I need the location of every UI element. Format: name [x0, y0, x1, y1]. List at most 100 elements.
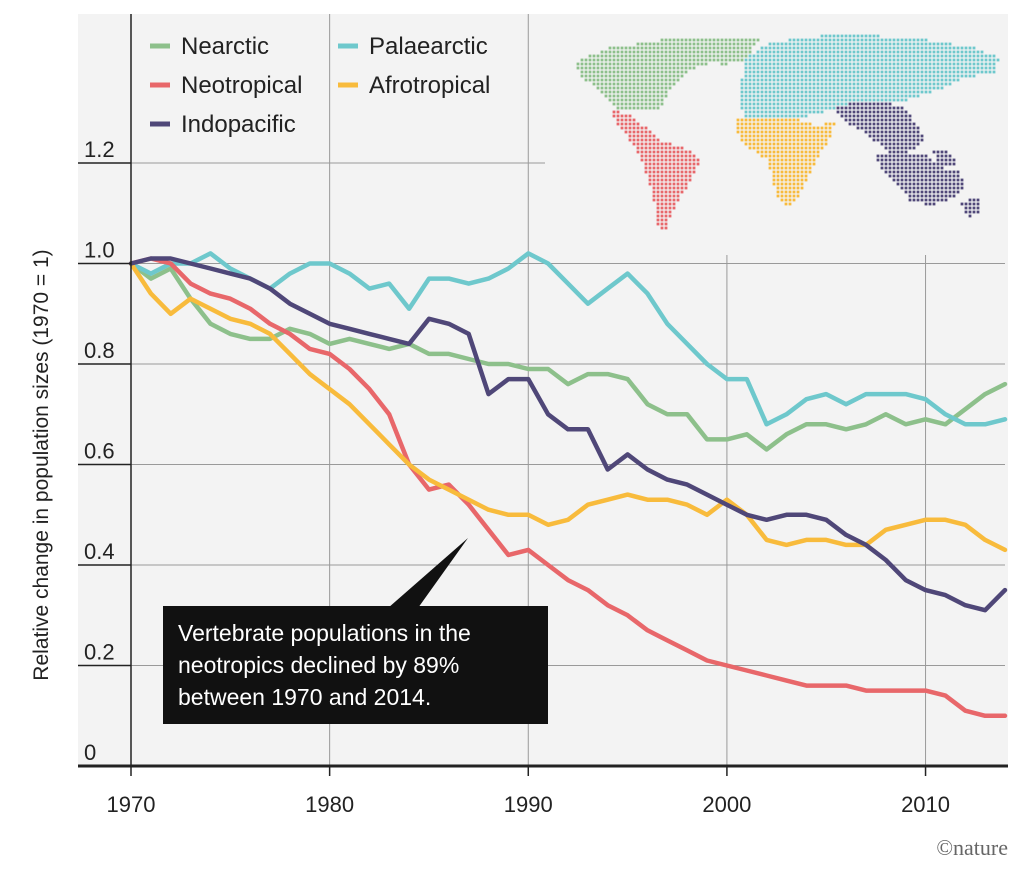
- map-dot-indopacific: [908, 170, 912, 174]
- map-dot-afrotropical: [780, 138, 784, 142]
- map-dot-nearctic: [744, 46, 748, 50]
- map-dot-indopacific: [900, 170, 904, 174]
- map-dot-afrotropical: [772, 170, 776, 174]
- map-dot-nearctic: [704, 54, 708, 58]
- map-dot-neotropical: [664, 186, 668, 190]
- map-dot-nearctic: [616, 98, 620, 102]
- map-dot-palaearctic: [872, 94, 876, 98]
- map-dot-palaearctic: [848, 58, 852, 62]
- map-dot-afrotropical: [812, 162, 816, 166]
- map-dot-palaearctic: [904, 50, 908, 54]
- map-dot-afrotropical: [792, 178, 796, 182]
- map-dot-palaearctic: [780, 98, 784, 102]
- map-dot-afrotropical: [820, 126, 824, 130]
- map-dot-nearctic: [652, 82, 656, 86]
- map-dot-afrotropical: [812, 158, 816, 162]
- map-dot-nearctic: [636, 94, 640, 98]
- map-dot-afrotropical: [768, 162, 772, 166]
- map-dot-nearctic: [628, 46, 632, 50]
- map-dot-palaearctic: [804, 82, 808, 86]
- map-dot-indopacific: [968, 202, 972, 206]
- map-dot-nearctic: [664, 74, 668, 78]
- map-dot-palaearctic: [856, 42, 860, 46]
- map-dot-indopacific: [888, 130, 892, 134]
- map-dot-palaearctic: [820, 82, 824, 86]
- map-dot-indopacific: [952, 194, 956, 198]
- map-dot-palaearctic: [804, 106, 808, 110]
- map-dot-nearctic: [708, 54, 712, 58]
- map-dot-palaearctic: [824, 66, 828, 70]
- map-dot-afrotropical: [784, 190, 788, 194]
- map-dot-palaearctic: [840, 66, 844, 70]
- map-dot-neotropical: [676, 150, 680, 154]
- map-dot-indopacific: [896, 150, 900, 154]
- map-dot-indopacific: [884, 130, 888, 134]
- map-dot-palaearctic: [948, 62, 952, 66]
- map-dot-indopacific: [892, 162, 896, 166]
- map-dot-nearctic: [636, 46, 640, 50]
- map-dot-palaearctic: [828, 62, 832, 66]
- map-dot-palaearctic: [828, 94, 832, 98]
- map-dot-palaearctic: [836, 50, 840, 54]
- map-dot-palaearctic: [860, 98, 864, 102]
- map-dot-palaearctic: [768, 114, 772, 118]
- map-dot-palaearctic: [752, 98, 756, 102]
- map-dot-palaearctic: [828, 42, 832, 46]
- map-dot-neotropical: [680, 158, 684, 162]
- map-dot-palaearctic: [756, 50, 760, 54]
- map-dot-afrotropical: [820, 138, 824, 142]
- map-dot-palaearctic: [824, 50, 828, 54]
- map-dot-neotropical: [632, 142, 636, 146]
- map-dot-palaearctic: [756, 94, 760, 98]
- map-dot-palaearctic: [832, 42, 836, 46]
- map-dot-palaearctic: [864, 90, 868, 94]
- map-dot-palaearctic: [780, 78, 784, 82]
- map-dot-palaearctic: [760, 114, 764, 118]
- map-dot-nearctic: [592, 54, 596, 58]
- map-dot-indopacific: [876, 130, 880, 134]
- map-dot-palaearctic: [796, 94, 800, 98]
- legend-label-indopacific: Indopacific: [181, 111, 296, 138]
- map-dot-nearctic: [684, 54, 688, 58]
- map-dot-neotropical: [688, 170, 692, 174]
- map-dot-palaearctic: [756, 66, 760, 70]
- map-dot-palaearctic: [864, 78, 868, 82]
- map-dot-nearctic: [648, 62, 652, 66]
- map-dot-afrotropical: [808, 170, 812, 174]
- map-dot-nearctic: [608, 54, 612, 58]
- map-dot-palaearctic: [768, 54, 772, 58]
- map-dot-palaearctic: [900, 98, 904, 102]
- map-dot-afrotropical: [772, 134, 776, 138]
- map-dot-palaearctic: [856, 50, 860, 54]
- map-dot-nearctic: [672, 38, 676, 42]
- map-dot-palaearctic: [740, 106, 744, 110]
- map-dot-afrotropical: [792, 162, 796, 166]
- map-dot-palaearctic: [888, 94, 892, 98]
- map-dot-palaearctic: [884, 62, 888, 66]
- map-dot-palaearctic: [856, 82, 860, 86]
- map-dot-afrotropical: [784, 138, 788, 142]
- map-dot-indopacific: [916, 194, 920, 198]
- map-dot-nearctic: [672, 42, 676, 46]
- map-dot-neotropical: [676, 178, 680, 182]
- map-dot-indopacific: [912, 146, 916, 150]
- map-dot-indopacific: [936, 174, 940, 178]
- map-dot-neotropical: [632, 126, 636, 130]
- map-dot-nearctic: [664, 38, 668, 42]
- map-dot-palaearctic: [908, 90, 912, 94]
- map-dot-nearctic: [740, 54, 744, 58]
- map-dot-indopacific: [944, 174, 948, 178]
- map-dot-palaearctic: [876, 74, 880, 78]
- map-dot-afrotropical: [760, 134, 764, 138]
- annotation-line-2: neotropics declined by 89%: [178, 652, 459, 678]
- map-dot-nearctic: [648, 86, 652, 90]
- map-dot-nearctic: [592, 66, 596, 70]
- map-dot-nearctic: [704, 50, 708, 54]
- map-dot-indopacific: [860, 122, 864, 126]
- map-dot-palaearctic: [824, 58, 828, 62]
- map-dot-palaearctic: [788, 114, 792, 118]
- map-dot-nearctic: [624, 86, 628, 90]
- map-dot-nearctic: [636, 74, 640, 78]
- map-dot-neotropical: [684, 182, 688, 186]
- map-dot-indopacific: [868, 122, 872, 126]
